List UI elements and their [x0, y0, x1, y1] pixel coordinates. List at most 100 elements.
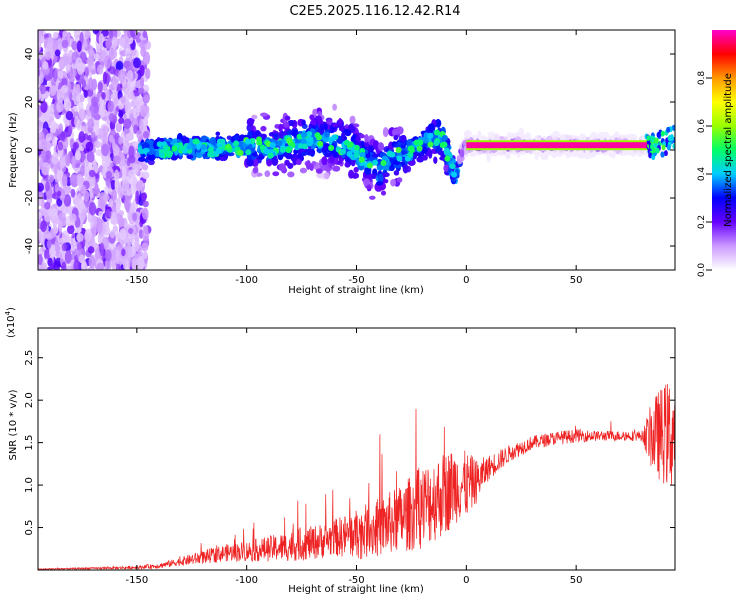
spectrogram-cell [61, 173, 68, 187]
colorbar-label: Normalized spectral amplitude [723, 73, 734, 227]
snr-scale-base: (x10 [6, 315, 17, 338]
spectrogram-cell [63, 193, 72, 207]
spectrogram-cell [128, 227, 134, 235]
spectrogram-cell [142, 200, 149, 208]
spectrogram-cell [108, 198, 114, 209]
spectrogram-cell [579, 134, 587, 142]
spectrogram-cell [64, 265, 73, 270]
spectrogram-cell [141, 242, 149, 252]
spectrogram-cell [552, 130, 560, 138]
spectrogram-cell [110, 179, 116, 190]
spectrogram-cell [76, 232, 84, 242]
spectrogram-cell [102, 71, 107, 85]
spectrogram-cell [56, 100, 64, 113]
spectrogram-peak [237, 149, 244, 156]
spectrogram-cell [91, 78, 98, 91]
spectrogram-cell [338, 118, 343, 126]
spectrogram-cell [38, 131, 45, 140]
spectrogram-peak [340, 148, 347, 155]
spectrogram-cell [295, 158, 302, 166]
spectrogram-cell [129, 175, 137, 188]
spectrogram-cell [112, 225, 118, 232]
spectrogram-cell [375, 181, 384, 186]
spectrogram-cell [143, 94, 150, 103]
spectrogram-cell [652, 147, 657, 154]
spectrogram-cell [127, 69, 134, 83]
spectrogram-peak [263, 148, 270, 155]
spectrogram-cell [122, 81, 130, 94]
spectrogram-peak [158, 151, 165, 158]
spectrogram-cell [443, 164, 449, 172]
spectrogram-peak [256, 139, 263, 146]
spectrogram-cell [226, 135, 232, 140]
spectrogram-cell [48, 209, 54, 216]
spectrogram-cell [88, 76, 94, 91]
y-tick-label: 0.5 [24, 520, 35, 536]
spectrogram-cell [38, 67, 41, 77]
spectrogram-cell [39, 265, 45, 270]
spectrogram-cell [323, 172, 330, 180]
spectrogram-cell [669, 134, 674, 141]
spectrogram-peak [156, 141, 163, 148]
spectrogram-cell [120, 95, 126, 104]
spectrogram-cell [591, 151, 597, 158]
spectrogram-panel: -150 -100 -50 0 50 -40 -20 0 20 40 Height of stra… [8, 29, 676, 296]
spectrogram-cell [463, 129, 472, 139]
spectrogram-cell [377, 173, 384, 184]
snr-ylabel: SNR (10 * v/v) [8, 389, 19, 460]
spectrogram-cell [608, 147, 613, 158]
spectrogram-cell [134, 106, 142, 113]
spectrogram-cell [272, 171, 280, 177]
spectrogram-cell [93, 113, 101, 121]
spectrogram-cell [142, 147, 150, 153]
x-tick-label: 0 [463, 575, 469, 586]
spectrogram-cell [660, 130, 665, 137]
spectrogram-cell [344, 161, 351, 168]
spectrogram-cell [390, 179, 397, 187]
spectrogram-cell [133, 57, 142, 69]
spectrogram-cell [41, 138, 48, 153]
spectrogram-cell [312, 108, 318, 116]
spectrogram-cell [321, 156, 328, 166]
spectrogram-cell [123, 196, 131, 211]
spectrogram-cell [142, 228, 150, 241]
spectrogram-cell [87, 246, 95, 254]
y-tick-label: 1.5 [24, 435, 35, 451]
spectrogram-cell [381, 190, 386, 196]
spectrogram-cell [136, 129, 143, 140]
spectrogram-cell [92, 186, 100, 195]
spectrogram-marks [38, 30, 675, 270]
spectrogram-cell [101, 143, 109, 157]
spectrogram-cell [52, 31, 59, 39]
spectrogram-cell [655, 147, 660, 154]
spectrogram-cell [75, 173, 84, 186]
spectrogram-cell [67, 55, 72, 65]
spectrogram-cell [331, 123, 339, 128]
spectrogram-cell [105, 39, 112, 49]
spectrogram-cell [51, 207, 58, 221]
spectrogram-cell [552, 151, 559, 157]
spectrogram-cell [209, 137, 217, 146]
spectrogram-cell [96, 221, 103, 234]
spectrogram-cell [142, 51, 151, 66]
spectrogram-cell [137, 87, 145, 95]
spectrogram-cell [60, 219, 67, 227]
spectrogram-cell [142, 163, 149, 171]
spectrogram-cell [45, 180, 50, 192]
spectrogram-cell [102, 132, 108, 145]
spectrogram-cell [111, 190, 117, 202]
spectrogram-cell [74, 227, 82, 234]
spectrogram-peak [372, 159, 379, 166]
spectrogram-cell [132, 212, 138, 222]
spectrogram-cell [63, 98, 72, 111]
spectrogram-cell [113, 97, 118, 108]
spectrogram-cell [329, 127, 335, 134]
x-tick-label: -150 [125, 575, 148, 586]
spectrogram-peak [200, 144, 207, 151]
spectrogram-cell [110, 215, 118, 225]
spectrogram-cell [540, 154, 549, 161]
spectrogram-cell [95, 43, 102, 53]
spectrogram-cell [324, 152, 332, 158]
spectrogram-cell [108, 112, 116, 122]
